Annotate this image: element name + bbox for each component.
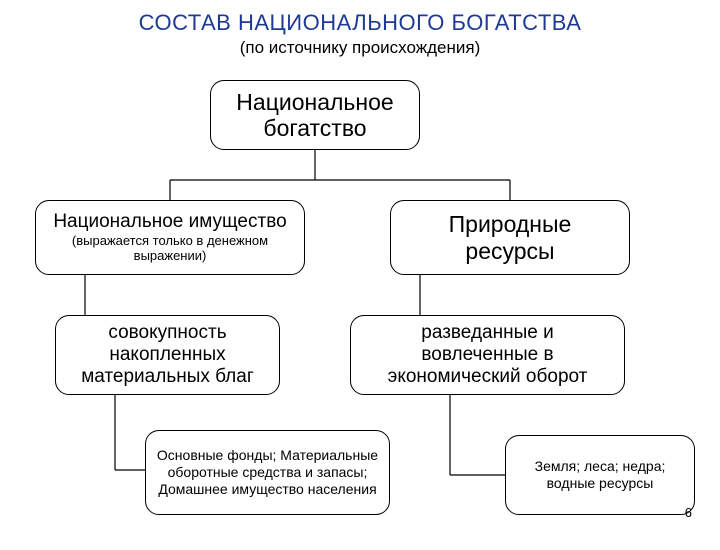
node-material-goods: совокупность накопленных материальных бл… bbox=[55, 315, 280, 395]
node-funds-detail: Основные фонды; Материальные оборотные с… bbox=[145, 430, 390, 515]
node-land-detail: Земля; леса; недра; водные ресурсы bbox=[505, 435, 695, 515]
node-root-label: Национальное богатство bbox=[221, 89, 409, 142]
node-national-property-label: Национальное имущество bbox=[53, 211, 286, 233]
node-funds-detail-label: Основные фонды; Материальные оборотные с… bbox=[156, 447, 379, 497]
node-land-detail-label: Земля; леса; недра; водные ресурсы bbox=[516, 458, 684, 492]
diagram-title: СОСТАВ НАЦИОНАЛЬНОГО БОГАТСТВА bbox=[0, 10, 720, 36]
node-natural-resources: Природные ресурсы bbox=[390, 200, 630, 275]
diagram-subtitle: (по источнику происхождения) bbox=[0, 38, 720, 58]
node-root: Национальное богатство bbox=[210, 80, 420, 150]
node-natural-resources-label: Природные ресурсы bbox=[401, 211, 619, 264]
page-number: 6 bbox=[685, 505, 692, 520]
node-national-property-sub: (выражается только в денежном выражении) bbox=[46, 234, 294, 264]
node-national-property: Национальное имущество (выражается тольк… bbox=[35, 200, 305, 275]
node-material-goods-label: совокупность накопленных материальных бл… bbox=[66, 322, 269, 388]
node-explored-resources: разведанные и вовлеченные в экономически… bbox=[350, 315, 625, 395]
node-explored-resources-label: разведанные и вовлеченные в экономически… bbox=[361, 322, 614, 388]
